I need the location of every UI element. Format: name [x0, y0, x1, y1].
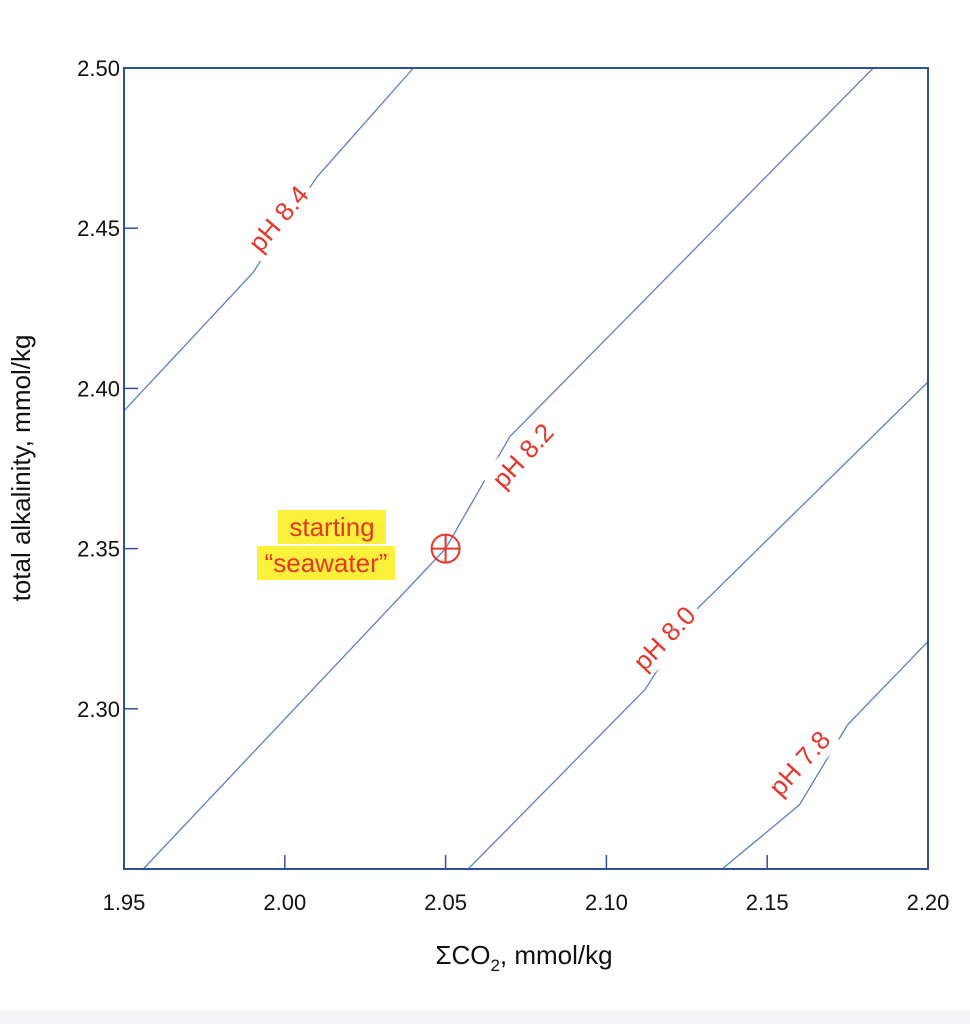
x-tick-label: 1.95	[103, 890, 146, 915]
x-tick-label: 2.00	[263, 890, 306, 915]
line-label-ph-8.2: pH 8.2	[486, 417, 560, 494]
y-tick-label: 2.45	[77, 216, 120, 241]
x-axis-label-prefix: ΣCO	[435, 940, 490, 970]
label-gap	[621, 594, 707, 682]
x-tick-label: 2.20	[907, 890, 950, 915]
isoline-ph-8.2	[142, 68, 874, 869]
y-tick-label: 2.35	[77, 537, 120, 562]
annotation-text-line1: starting	[289, 512, 374, 542]
y-tick-label: 2.30	[77, 697, 120, 722]
x-axis-label-suffix: , mmol/kg	[500, 940, 613, 970]
label-group-ph-8.0: pH 8.0	[621, 594, 707, 682]
x-tick-label: 2.15	[746, 890, 789, 915]
label-group-ph-8.4: pH 8.4	[237, 174, 320, 264]
y-tick-label: 2.50	[77, 56, 120, 81]
y-tick-label: 2.40	[77, 376, 120, 401]
x-axis-label: ΣCO2, mmol/kg	[435, 940, 612, 975]
x-axis-label-subscript: 2	[490, 956, 499, 975]
label-group-ph-7.8: pH 7.8	[757, 719, 842, 808]
x-tick-label: 2.05	[424, 890, 467, 915]
annotation-highlight-line2	[257, 546, 395, 580]
x-tick-label: 2.10	[585, 890, 628, 915]
label-gap	[237, 174, 320, 264]
annotation-text-line2: “seawater”	[265, 548, 388, 578]
page-footer-strip	[0, 1010, 970, 1024]
label-gap	[480, 411, 565, 500]
line-label-ph-8.4: pH 8.4	[242, 180, 314, 258]
isoline-ph-7.8	[721, 641, 928, 869]
line-label-ph-8.0: pH 8.0	[627, 600, 701, 676]
label-gap	[757, 719, 842, 808]
axis-ticks: 1.95 2.00 2.05 2.10 2.15 2.20 2.30 2.35 2.40 2.45…	[77, 56, 949, 915]
starting-point-marker	[430, 533, 461, 564]
plot-frame	[123, 67, 929, 870]
seawater-annotation: starting “seawater”	[257, 510, 461, 580]
annotation-highlight-line1	[278, 510, 386, 544]
label-group-ph-8.2: pH 8.2	[480, 411, 565, 500]
line-labels: pH 8.4 pH 8.2 pH 8.0 pH 7.8	[237, 174, 842, 808]
y-axis-label: total alkalinity, mmol/kg	[6, 335, 36, 602]
